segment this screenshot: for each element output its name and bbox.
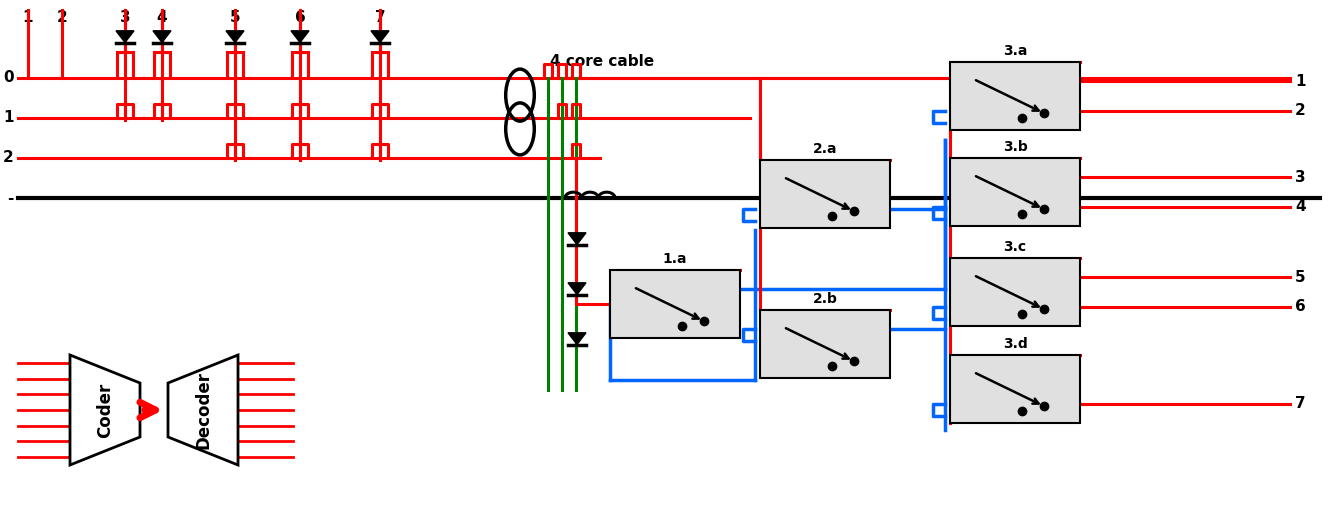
Text: 3: 3 bbox=[119, 10, 130, 25]
FancyBboxPatch shape bbox=[950, 355, 1080, 423]
Polygon shape bbox=[568, 233, 586, 244]
FancyBboxPatch shape bbox=[950, 258, 1080, 326]
Text: 4 core cable: 4 core cable bbox=[549, 55, 654, 69]
Polygon shape bbox=[168, 355, 239, 465]
Text: Decoder: Decoder bbox=[194, 371, 212, 449]
Text: 1: 1 bbox=[23, 10, 34, 25]
Polygon shape bbox=[70, 355, 139, 465]
FancyBboxPatch shape bbox=[760, 310, 890, 378]
Text: 1: 1 bbox=[1294, 74, 1305, 89]
Text: 7: 7 bbox=[375, 10, 386, 25]
Text: 5: 5 bbox=[1294, 270, 1305, 285]
Text: 1.a: 1.a bbox=[663, 252, 687, 266]
Polygon shape bbox=[291, 31, 310, 42]
Text: 3.d: 3.d bbox=[1002, 337, 1028, 351]
FancyBboxPatch shape bbox=[610, 270, 740, 338]
Text: 7: 7 bbox=[1294, 396, 1305, 411]
Text: 4: 4 bbox=[1294, 199, 1305, 215]
Text: 2: 2 bbox=[3, 151, 13, 165]
Text: 1: 1 bbox=[4, 110, 13, 126]
FancyBboxPatch shape bbox=[950, 62, 1080, 130]
Polygon shape bbox=[153, 31, 172, 42]
Text: 3: 3 bbox=[1294, 170, 1305, 184]
Text: 2: 2 bbox=[56, 10, 67, 25]
FancyBboxPatch shape bbox=[950, 158, 1080, 226]
Polygon shape bbox=[568, 283, 586, 295]
Text: Coder: Coder bbox=[96, 382, 114, 438]
Text: -: - bbox=[8, 190, 13, 206]
Text: 5: 5 bbox=[229, 10, 240, 25]
Polygon shape bbox=[371, 31, 389, 42]
Text: 3.b: 3.b bbox=[1002, 140, 1028, 154]
Text: 3.c: 3.c bbox=[1004, 240, 1026, 254]
Text: 2: 2 bbox=[1294, 103, 1305, 119]
FancyBboxPatch shape bbox=[760, 160, 890, 228]
Text: 2.a: 2.a bbox=[813, 142, 838, 156]
Text: 3.a: 3.a bbox=[1002, 44, 1028, 58]
Polygon shape bbox=[117, 31, 134, 42]
Text: 6: 6 bbox=[1294, 299, 1305, 314]
Text: 0: 0 bbox=[4, 70, 13, 85]
Text: 2.b: 2.b bbox=[812, 292, 838, 306]
Polygon shape bbox=[226, 31, 244, 42]
Text: 6: 6 bbox=[295, 10, 306, 25]
Polygon shape bbox=[568, 333, 586, 344]
Text: 4: 4 bbox=[157, 10, 168, 25]
